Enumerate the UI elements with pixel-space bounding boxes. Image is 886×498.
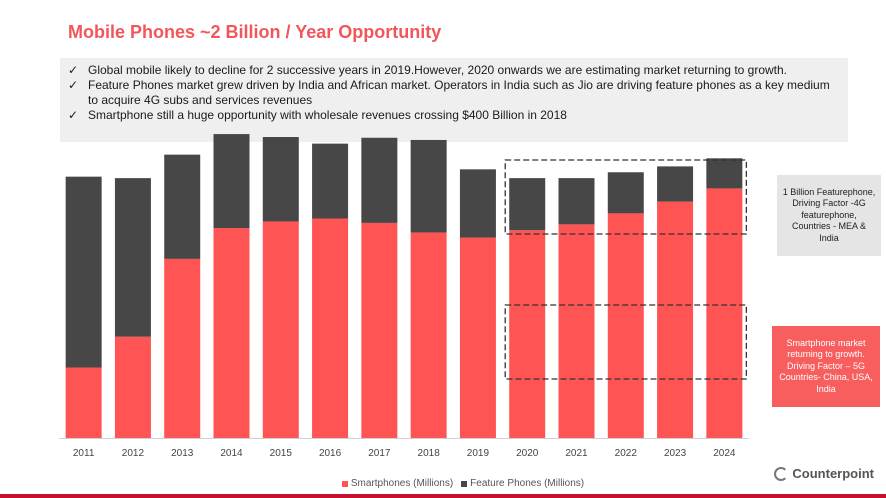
bar-smartphones-2024 [706,188,743,438]
bar-smartphones-2013 [164,258,201,438]
bar-feature-phones-2017 [361,137,398,223]
legend-label: Smartphones (Millions) [350,478,454,489]
brand-bar [0,494,886,498]
bar-smartphones-2016 [312,218,349,438]
x-tick-label: 2024 [713,448,736,459]
x-tick-label: 2023 [664,448,687,459]
feature-phone-note: 1 Billion Featurephone, Driving Factor -… [777,175,881,256]
x-tick-label: 2013 [171,448,194,459]
bar-feature-phones-2011 [65,176,102,368]
bar-smartphones-2023 [657,201,694,438]
bar-feature-phones-2023 [657,166,694,202]
legend-item-feature-phones: Feature Phones (Millions) [461,478,584,489]
bar-smartphones-2012 [114,336,151,438]
bar-feature-phones-2018 [410,139,447,233]
x-tick-label: 2017 [368,448,391,459]
bar-feature-phones-2024 [706,158,743,189]
bullet-text: Smartphone still a huge opportunity with… [88,108,567,122]
dashed-box-feature-phones [504,159,748,235]
legend-swatch-smartphones [341,480,348,487]
bar-smartphones-2018 [410,232,447,438]
bar-smartphones-2021 [558,224,595,438]
bar-smartphones-2019 [459,237,496,438]
bar-feature-phones-2013 [164,154,201,259]
x-tick-label: 2021 [565,448,588,459]
bar-feature-phones-2014 [213,134,250,229]
legend-label: Feature Phones (Millions) [470,478,585,489]
bullet-item: ✓ Global mobile likely to decline for 2 … [68,63,840,78]
legend-item-smartphones: Smartphones (Millions) [341,478,454,489]
x-tick-label: 2019 [467,448,490,459]
bullet-panel: ✓ Global mobile likely to decline for 2 … [60,58,848,142]
brand-logo: Counterpoint [774,466,874,481]
bar-smartphones-2011 [65,367,102,438]
bullet-item: ✓ Smartphone still a huge opportunity wi… [68,108,840,123]
bar-feature-phones-2022 [607,172,644,214]
bar-smartphones-2014 [213,228,250,438]
bar-feature-phones-2016 [312,143,349,219]
x-tick-label: 2014 [220,448,243,459]
smartphone-note: Smartphone market returning to growth. D… [772,326,880,407]
bullet-text: Global mobile likely to decline for 2 su… [88,63,788,77]
bar-smartphones-2022 [607,213,644,438]
bar-smartphones-2015 [262,221,299,438]
logo-text: Counterpoint [792,466,874,481]
bar-feature-phones-2020 [509,178,546,231]
bar-feature-phones-2021 [558,178,595,225]
check-icon: ✓ [68,108,79,122]
x-tick-label: 2015 [270,448,293,459]
bullet-item: ✓ Feature Phones market grew driven by I… [68,78,840,108]
bar-feature-phones-2015 [262,137,299,222]
dashed-box-smartphones [504,304,748,380]
check-icon: ✓ [68,63,79,77]
x-tick-label: 2022 [615,448,638,459]
bullet-text: Feature Phones market grew driven by Ind… [88,78,830,107]
check-icon: ✓ [68,78,79,92]
logo-icon [774,466,789,481]
bar-feature-phones-2019 [459,169,496,238]
x-tick-label: 2020 [516,448,539,459]
x-tick-label: 2012 [122,448,145,459]
x-tick-label: 2011 [73,448,95,459]
x-tick-label: 2018 [418,448,441,459]
legend-swatch-feature-phones [461,480,468,487]
page-title: Mobile Phones ~2 Billion / Year Opportun… [68,22,442,42]
bar-feature-phones-2012 [114,178,151,337]
x-tick-label: 2016 [319,448,342,459]
bar-smartphones-2017 [361,222,398,438]
bar-smartphones-2020 [509,230,546,438]
chart-legend: Smartphones (Millions) Feature Phones (M… [0,478,886,489]
